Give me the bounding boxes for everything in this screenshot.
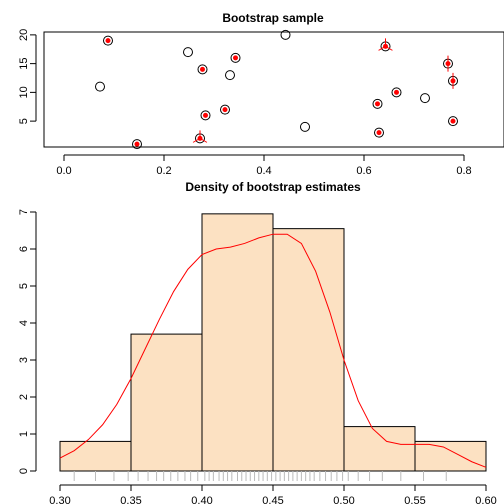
scatter-x-tick-label: 0.0 bbox=[56, 165, 71, 177]
data-point bbox=[391, 87, 402, 98]
resampled-point bbox=[376, 130, 382, 136]
histogram-y-tick-label: 0 bbox=[18, 468, 30, 474]
data-point bbox=[132, 139, 142, 150]
histogram-y-axis: 0 1 2 3 4 5 6 7 bbox=[18, 209, 37, 474]
histogram-bar bbox=[414, 440, 487, 472]
histogram-x-tick-label: 0.50 bbox=[333, 495, 354, 504]
data-point bbox=[374, 127, 384, 138]
histogram-x-tick-label: 0.60 bbox=[475, 495, 496, 504]
histogram-y-tick-label: 6 bbox=[18, 246, 30, 252]
scatter-y-tick-label: 5 bbox=[18, 118, 30, 124]
scatter-title: Bootstrap sample bbox=[222, 11, 324, 25]
resampled-point bbox=[394, 89, 399, 95]
data-point bbox=[200, 110, 211, 121]
scatter-x-tick-label: 0.2 bbox=[156, 165, 171, 177]
resample-petal bbox=[378, 45, 386, 51]
scatter-x-tick-label: 0.8 bbox=[456, 165, 471, 177]
histogram-y-tick-label: 3 bbox=[18, 357, 30, 363]
histogram-bar bbox=[130, 333, 203, 472]
histogram-y-tick-label: 1 bbox=[18, 431, 30, 437]
scatter-y-tick-label: 20 bbox=[18, 29, 30, 41]
scatter-x-tick-label: 0.6 bbox=[356, 165, 371, 177]
histogram-x-tick-label: 0.30 bbox=[49, 495, 70, 504]
data-point bbox=[225, 70, 235, 81]
histogram-y-tick-label: 5 bbox=[18, 283, 30, 289]
scatter-y-axis: 5 10 15 20 bbox=[18, 29, 37, 124]
data-point bbox=[448, 116, 458, 127]
scatter-y-tick-label: 15 bbox=[18, 58, 30, 70]
histogram-x-tick-label: 0.40 bbox=[191, 495, 212, 504]
data-point bbox=[95, 81, 105, 92]
resampled-point bbox=[200, 66, 205, 72]
resample-petal bbox=[199, 137, 208, 143]
scatter-y-tick-label: 10 bbox=[18, 86, 30, 98]
data-point bbox=[220, 104, 230, 115]
resample-count-marker bbox=[378, 38, 393, 51]
resampled-point bbox=[375, 101, 380, 107]
histogram-bars bbox=[59, 213, 487, 472]
data-point bbox=[183, 47, 193, 58]
resample-count-marker bbox=[192, 130, 208, 143]
data-point bbox=[230, 52, 241, 63]
histogram-x-tick-label: 0.35 bbox=[120, 495, 141, 504]
resampled-point bbox=[233, 55, 238, 61]
histogram-x-axis: 0.30 0.35 0.40 0.45 0.50 0.55 0.60 bbox=[49, 484, 497, 504]
resampled-point bbox=[450, 118, 456, 124]
histogram-bar bbox=[343, 426, 416, 472]
data-point bbox=[197, 64, 208, 75]
histogram-y-tick-label: 7 bbox=[18, 209, 30, 215]
resampled-point bbox=[222, 107, 228, 113]
data-point bbox=[103, 35, 113, 46]
histogram-y-tick-label: 4 bbox=[18, 320, 30, 326]
data-point bbox=[280, 29, 291, 40]
resampled-point bbox=[203, 112, 208, 118]
resample-count-markers bbox=[192, 38, 454, 143]
histogram-y-tick-label: 2 bbox=[18, 394, 30, 400]
resampled-point bbox=[105, 38, 111, 44]
resample-petal bbox=[385, 45, 393, 51]
scatter-x-axis: 0.0 0.2 0.4 0.6 0.8 bbox=[56, 154, 472, 177]
data-point bbox=[372, 98, 383, 109]
data-point bbox=[420, 93, 430, 104]
rug-marks bbox=[73, 471, 447, 481]
density-curve bbox=[59, 233, 487, 468]
histogram-x-tick-label: 0.55 bbox=[404, 495, 425, 504]
histogram-bar bbox=[59, 440, 132, 472]
histogram-bar bbox=[272, 228, 345, 472]
scatter-plot-box bbox=[43, 31, 504, 148]
histogram-bar bbox=[201, 213, 274, 472]
scatter-points bbox=[95, 29, 458, 150]
resampled-point bbox=[134, 141, 140, 147]
resample-petal bbox=[192, 137, 201, 143]
scatter-x-tick-label: 0.4 bbox=[256, 165, 271, 177]
data-point bbox=[300, 121, 310, 132]
histogram-x-tick-label: 0.45 bbox=[262, 495, 283, 504]
histogram-title: Density of bootstrap estimates bbox=[185, 180, 361, 194]
